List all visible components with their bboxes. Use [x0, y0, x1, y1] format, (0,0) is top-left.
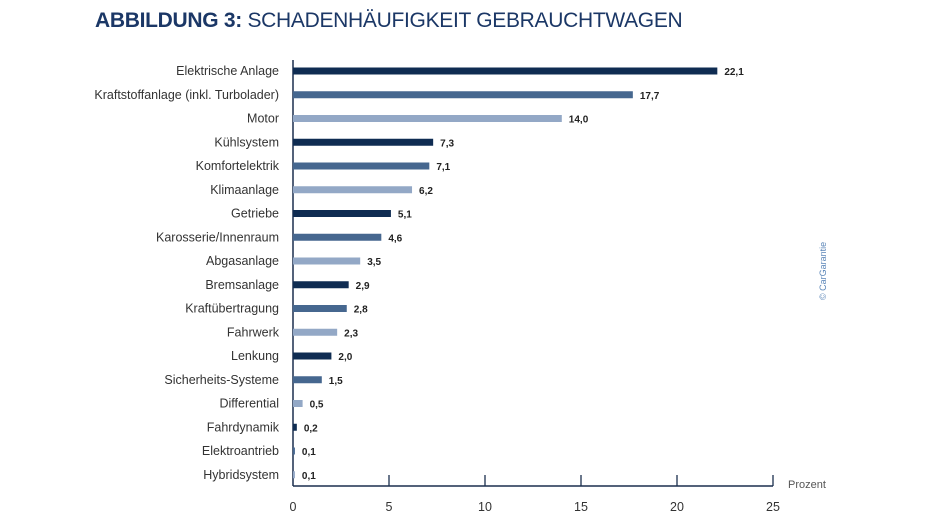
- bar: [293, 67, 718, 75]
- bar: [293, 447, 295, 455]
- value-label: 2,9: [356, 281, 370, 292]
- category-label: Lenkung: [231, 349, 279, 363]
- category-label: Differential: [219, 397, 279, 411]
- category-label: Hybridsystem: [203, 468, 279, 482]
- x-tick-label: 15: [574, 500, 588, 514]
- value-label: 4,6: [388, 233, 402, 244]
- title-text: SCHADENHÄUFIGKEIT GEBRAUCHTWAGEN: [247, 9, 683, 32]
- value-label: 0,5: [310, 400, 324, 411]
- bar: [293, 233, 382, 241]
- bar: [293, 328, 338, 336]
- x-tick-label: 10: [478, 500, 492, 514]
- bar: [293, 210, 391, 217]
- value-label: 14,0: [569, 115, 589, 126]
- bar: [293, 162, 430, 170]
- bar: [293, 281, 349, 289]
- category-label: Karosserie/Innenraum: [156, 230, 279, 244]
- value-label: 1,5: [329, 376, 343, 387]
- x-tick-label: 0: [290, 500, 297, 514]
- title-figure-number: ABBILDUNG 3:: [95, 9, 242, 32]
- category-label: Elektroantrieb: [202, 444, 279, 458]
- value-label: 7,3: [440, 138, 454, 149]
- category-label: Kraftstoffanlage (inkl. Turbolader): [94, 88, 279, 102]
- category-label: Sicherheits-Systeme: [164, 373, 279, 387]
- value-label: 22,1: [724, 67, 744, 78]
- value-label: 6,2: [419, 186, 433, 197]
- category-label: Kühlsystem: [214, 135, 279, 149]
- chart-title: ABBILDUNG 3: SCHADENHÄUFIGKEIT GEBRAUCHT…: [95, 9, 683, 33]
- bar: [293, 138, 434, 146]
- bar: [293, 257, 361, 265]
- category-label: Getriebe: [231, 207, 279, 221]
- category-label: Motor: [247, 112, 279, 126]
- watermark: © CarGarantie: [818, 242, 828, 300]
- value-label: 0,2: [304, 423, 318, 434]
- bar: [293, 423, 297, 431]
- value-label: 0,1: [302, 447, 316, 458]
- value-label: 3,5: [367, 257, 381, 268]
- bar: [293, 471, 295, 479]
- x-tick-label: 25: [766, 500, 780, 514]
- value-label: 17,7: [640, 91, 660, 102]
- bar: [293, 376, 322, 384]
- bar: [293, 352, 332, 360]
- value-label: 0,1: [302, 471, 316, 482]
- category-label: Kraftübertragung: [185, 302, 279, 316]
- value-label: 2,8: [354, 305, 368, 316]
- bar: [293, 400, 303, 407]
- bar: [293, 305, 347, 312]
- category-label: Fahrdynamik: [207, 420, 280, 434]
- category-label: Abgasanlage: [206, 254, 279, 268]
- value-label: 7,1: [436, 162, 450, 173]
- value-label: 5,1: [398, 210, 412, 221]
- category-label: Bremsanlage: [205, 278, 279, 292]
- value-label: 2,3: [344, 328, 358, 339]
- x-tick-label: 20: [670, 500, 684, 514]
- x-axis-label: Prozent: [788, 479, 826, 491]
- category-label: Fahrwerk: [227, 325, 280, 339]
- bar: [293, 186, 413, 194]
- bar: [293, 91, 633, 99]
- x-tick-label: 5: [386, 500, 393, 514]
- category-label: Elektrische Anlage: [176, 64, 279, 78]
- category-label: Komfortelektrik: [196, 159, 280, 173]
- value-label: 2,0: [338, 352, 352, 363]
- category-label: Klimaanlage: [210, 183, 279, 197]
- bar: [293, 115, 562, 122]
